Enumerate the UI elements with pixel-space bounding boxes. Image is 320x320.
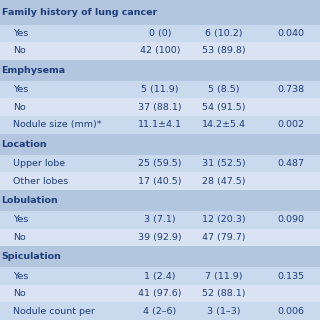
Text: 6 (10.2): 6 (10.2) [205, 29, 243, 38]
Text: 37 (88.1): 37 (88.1) [138, 103, 182, 112]
Text: 14.2±5.4: 14.2±5.4 [202, 120, 246, 129]
Text: Nodule size (mm)*: Nodule size (mm)* [13, 120, 101, 129]
Text: Yes: Yes [13, 272, 28, 281]
Text: 0.002: 0.002 [278, 120, 305, 129]
Text: 0.040: 0.040 [278, 29, 305, 38]
Text: No: No [13, 233, 26, 242]
Text: Family history of lung cancer: Family history of lung cancer [2, 8, 157, 17]
Text: Other lobes: Other lobes [13, 177, 68, 186]
Bar [0, 60, 320, 81]
Text: Yes: Yes [13, 85, 28, 94]
Text: No: No [13, 103, 26, 112]
Text: 42 (100): 42 (100) [140, 46, 180, 55]
Text: Emphysema: Emphysema [2, 66, 66, 75]
Text: 0.006: 0.006 [278, 307, 305, 316]
Text: 25 (59.5): 25 (59.5) [138, 159, 182, 168]
Bar [0, 211, 320, 228]
Bar [0, 228, 320, 246]
Text: Location: Location [2, 140, 47, 149]
Text: 28 (47.5): 28 (47.5) [202, 177, 246, 186]
Text: 3 (1–3): 3 (1–3) [207, 307, 241, 316]
Text: 4 (2–6): 4 (2–6) [143, 307, 177, 316]
Text: 7 (11.9): 7 (11.9) [205, 272, 243, 281]
Text: Yes: Yes [13, 215, 28, 224]
Bar [0, 42, 320, 60]
Text: No: No [13, 46, 26, 55]
Text: Yes: Yes [13, 29, 28, 38]
Text: 5 (11.9): 5 (11.9) [141, 85, 179, 94]
Text: 54 (91.5): 54 (91.5) [202, 103, 246, 112]
Text: 0.487: 0.487 [278, 159, 305, 168]
Bar [0, 134, 320, 155]
Bar [0, 99, 320, 116]
Text: 0.090: 0.090 [278, 215, 305, 224]
Text: No: No [13, 289, 26, 298]
Bar [0, 267, 320, 285]
Bar [0, 246, 320, 267]
Bar [0, 116, 320, 134]
Text: 1 (2.4): 1 (2.4) [144, 272, 176, 281]
Bar [0, 81, 320, 99]
Text: 0.135: 0.135 [278, 272, 305, 281]
Bar [0, 155, 320, 172]
Text: 31 (52.5): 31 (52.5) [202, 159, 246, 168]
Bar [0, 302, 320, 320]
Text: 12 (20.3): 12 (20.3) [202, 215, 246, 224]
Text: 39 (92.9): 39 (92.9) [138, 233, 182, 242]
Text: 0.738: 0.738 [278, 85, 305, 94]
Text: 3 (7.1): 3 (7.1) [144, 215, 176, 224]
Text: 41 (97.6): 41 (97.6) [138, 289, 182, 298]
Text: 53 (89.8): 53 (89.8) [202, 46, 246, 55]
Bar [0, 172, 320, 190]
Text: Lobulation: Lobulation [2, 196, 58, 205]
Text: 47 (79.7): 47 (79.7) [202, 233, 246, 242]
Text: Spiculation: Spiculation [2, 252, 61, 261]
Text: 5 (8.5): 5 (8.5) [208, 85, 240, 94]
Bar [0, 0, 320, 25]
Text: 52 (88.1): 52 (88.1) [202, 289, 246, 298]
Text: Nodule count per: Nodule count per [13, 307, 95, 316]
Text: 0 (0): 0 (0) [149, 29, 171, 38]
Text: 17 (40.5): 17 (40.5) [138, 177, 182, 186]
Bar [0, 25, 320, 42]
Bar [0, 285, 320, 302]
Bar [0, 190, 320, 211]
Text: 11.1±4.1: 11.1±4.1 [138, 120, 182, 129]
Text: Upper lobe: Upper lobe [13, 159, 65, 168]
